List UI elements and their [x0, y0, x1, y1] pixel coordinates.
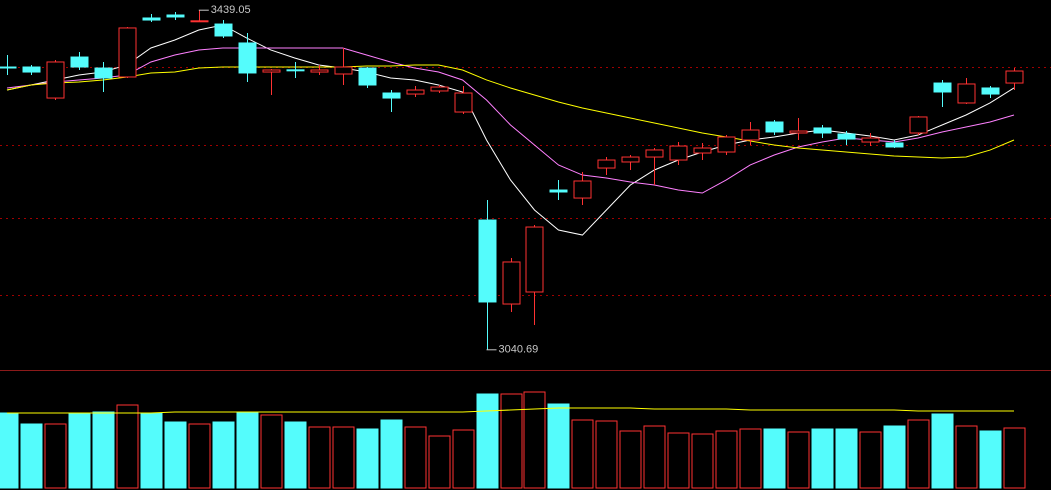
volume-bar — [835, 428, 858, 489]
volume-average-line — [7, 407, 1014, 414]
volume-bar — [476, 393, 499, 489]
candle-body — [885, 142, 904, 148]
candle-body — [549, 189, 568, 193]
volume-bar — [92, 411, 115, 489]
candle-body — [717, 136, 736, 153]
volume-bar — [523, 391, 546, 489]
volume-bar — [715, 430, 738, 489]
volume-bar — [667, 432, 690, 489]
candle-body — [789, 130, 808, 134]
volume-bar — [571, 419, 594, 489]
candle-body — [406, 89, 425, 95]
volume-bar — [116, 404, 139, 489]
volume-bar — [236, 412, 259, 489]
candle-body — [238, 42, 257, 74]
volume-bar — [643, 425, 666, 489]
volume-bar — [500, 393, 523, 489]
candle-body — [310, 69, 329, 73]
candle-body — [430, 86, 449, 92]
volume-bar — [188, 423, 211, 489]
volume-bar — [787, 431, 810, 489]
candle-body — [190, 20, 209, 23]
candle-body — [502, 261, 521, 305]
candle-body — [0, 66, 17, 69]
volume-bar — [883, 425, 906, 489]
candle-body — [621, 156, 640, 163]
volume-bar — [428, 435, 451, 489]
candle-body — [70, 56, 89, 68]
volume-bar — [164, 421, 187, 489]
extreme-label: 3439.05 — [211, 4, 251, 16]
candle-body — [909, 116, 928, 134]
volume-bar — [763, 428, 786, 489]
candle-body — [573, 180, 592, 199]
volume-bar — [811, 428, 834, 489]
volume-bar — [595, 420, 618, 489]
volume-bar — [452, 429, 475, 489]
volume-bar — [308, 426, 331, 489]
candle-body — [358, 67, 377, 86]
candle-body — [837, 133, 856, 140]
candle-body — [957, 83, 976, 104]
candle-body — [166, 14, 185, 18]
candle-body — [861, 137, 880, 143]
candle-body — [478, 219, 497, 303]
volume-bar — [68, 413, 91, 489]
candle-body — [765, 121, 784, 133]
volume-bar — [20, 423, 43, 489]
candle-body — [813, 127, 832, 134]
moving-average-line — [6, 64, 1015, 159]
volume-bar — [979, 430, 1002, 489]
candle-body — [669, 145, 688, 161]
candle-body — [597, 159, 616, 169]
candle-body — [22, 66, 41, 73]
volume-bar — [691, 433, 714, 489]
volume-bar — [547, 403, 570, 489]
volume-bar — [404, 426, 427, 489]
volume-bar — [284, 421, 307, 489]
volume-bar — [1003, 427, 1026, 489]
candle-body — [382, 92, 401, 99]
candle-body — [142, 17, 161, 21]
extreme-label: 3040.69 — [499, 344, 539, 356]
volume-bar — [380, 419, 403, 489]
candle-body — [454, 92, 473, 113]
candle-body — [693, 147, 712, 154]
volume-bar — [0, 412, 19, 489]
candle-body — [262, 69, 281, 73]
candle-body — [933, 82, 952, 93]
volume-bar — [260, 414, 283, 489]
volume-bar — [212, 421, 235, 489]
volume-bar — [739, 428, 762, 489]
volume-bar — [619, 430, 642, 489]
volume-bar — [955, 425, 978, 489]
candle-body — [981, 87, 1000, 95]
volume-bar — [907, 419, 930, 489]
volume-bar — [332, 426, 355, 489]
candle-body — [214, 23, 233, 37]
candle-body — [286, 69, 305, 72]
candle-body — [118, 27, 137, 78]
candle-body — [334, 66, 353, 75]
candle-body — [46, 61, 65, 99]
volume-bar — [859, 431, 882, 489]
candle-body — [645, 149, 664, 158]
volume-bar — [931, 413, 954, 489]
candle-body — [1005, 70, 1024, 84]
volume-bar — [44, 423, 67, 489]
candle-body — [741, 129, 760, 141]
candle-body — [525, 226, 544, 293]
candle-body — [94, 67, 113, 79]
volume-bar — [356, 428, 379, 489]
volume-bar — [140, 412, 163, 489]
